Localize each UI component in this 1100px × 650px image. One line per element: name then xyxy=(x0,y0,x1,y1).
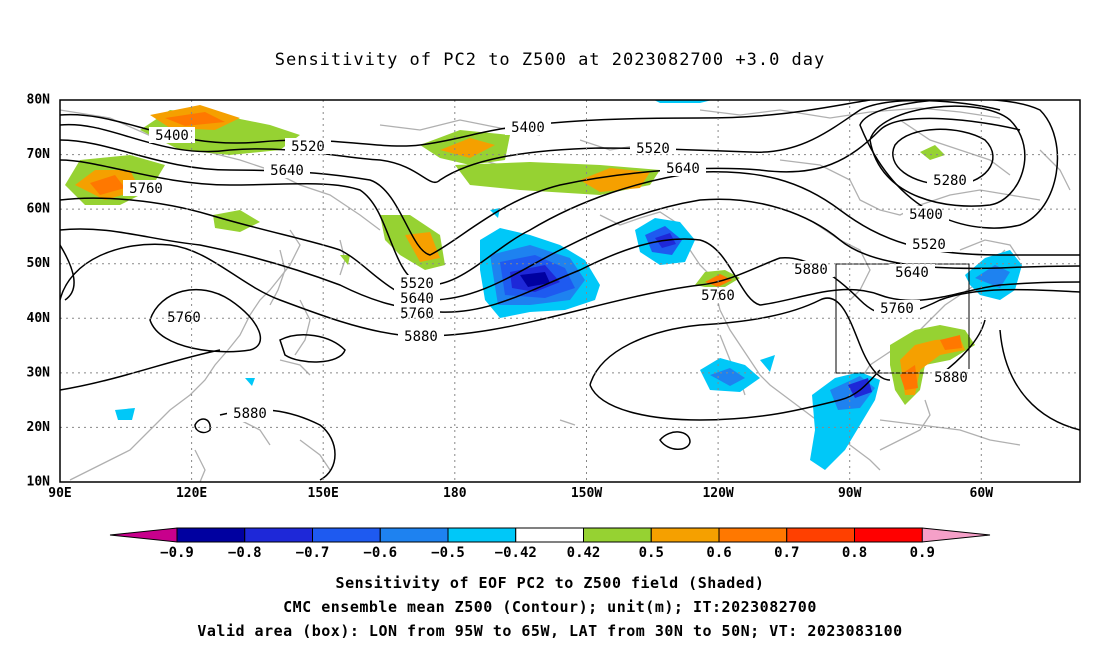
contour-label: 5640 xyxy=(270,163,304,179)
gridlines xyxy=(60,100,1080,482)
colorbar-cell xyxy=(854,527,923,543)
lon-tick-label: 60W xyxy=(970,486,994,501)
contour-label: 5640 xyxy=(400,291,434,307)
contour-label: 5640 xyxy=(895,265,929,281)
colorbar-tick-label: 0.5 xyxy=(639,545,664,561)
caption-line-1: Sensitivity of EOF PC2 to Z500 field (Sh… xyxy=(335,574,765,592)
colorbar-tick-label: −0.7 xyxy=(296,545,330,561)
latitude-axis: 80N 70N 60N 50N 40N 30N 20N 10N xyxy=(27,93,51,490)
lat-tick-label: 20N xyxy=(27,420,51,435)
colorbar-tick-label: −0.8 xyxy=(228,545,262,561)
contour-label: 5880 xyxy=(934,370,968,386)
colorbar-under-triangle xyxy=(109,527,178,543)
contour-label: 5520 xyxy=(400,276,434,292)
colorbar-cell xyxy=(244,527,313,543)
contour-label: 5760 xyxy=(701,288,735,304)
colorbar-tick-label: 0.42 xyxy=(567,545,601,561)
contour-label: 5400 xyxy=(155,128,189,144)
lon-tick-label: 180 xyxy=(443,486,467,501)
colorbar-cell xyxy=(312,527,381,543)
lat-tick-label: 30N xyxy=(27,365,51,380)
colorbar-tick-label: −0.9 xyxy=(160,545,194,561)
caption-line-2: CMC ensemble mean Z500 (Contour); unit(m… xyxy=(283,598,817,616)
colorbar-cell xyxy=(786,527,855,543)
contour-label: 5760 xyxy=(167,310,201,326)
longitude-axis: 90E 120E 150E 180 150W 120W 90W 60W xyxy=(48,486,993,501)
contour-label: 5880 xyxy=(233,406,267,422)
lon-tick-label: 120W xyxy=(702,486,733,501)
colorbar-tick-label: −0.6 xyxy=(363,545,397,561)
contour-label: 5400 xyxy=(909,207,943,223)
colorbar-tick-label: 0.8 xyxy=(842,545,867,561)
colorbar-over-triangle xyxy=(921,527,991,543)
contour-label: 5760 xyxy=(400,306,434,322)
contour-label: 5520 xyxy=(636,141,670,157)
colorbar-cell xyxy=(379,527,449,543)
contour-label: 5520 xyxy=(912,237,946,253)
lon-tick-label: 120E xyxy=(176,486,207,501)
lon-tick-label: 90E xyxy=(48,486,71,501)
colorbar-cell xyxy=(515,527,584,543)
colorbar-cell xyxy=(176,527,246,543)
colorbar-cell xyxy=(447,527,517,543)
colorbar-cell xyxy=(650,527,720,543)
colorbar-tick-label: −0.42 xyxy=(495,545,537,561)
lat-tick-label: 50N xyxy=(27,256,51,271)
map-title: Sensitivity of PC2 to Z500 at 2023082700… xyxy=(274,50,826,70)
colorbar-tick-label: 0.6 xyxy=(706,545,731,561)
colorbar-tick-label: 0.9 xyxy=(910,545,935,561)
colorbar-cell xyxy=(583,527,652,543)
lat-tick-label: 70N xyxy=(27,147,51,162)
contour-label-layer: 5400 5400 5400 5520 5520 5520 5520 5640 … xyxy=(123,119,974,422)
lat-tick-label: 60N xyxy=(27,202,51,217)
contour-label: 5880 xyxy=(794,262,828,278)
lon-tick-label: 150E xyxy=(308,486,339,501)
map-plot-area: 5400 5400 5400 5520 5520 5520 5520 5640 … xyxy=(60,100,1080,482)
lat-tick-label: 10N xyxy=(27,475,51,490)
lat-tick-label: 40N xyxy=(27,311,51,326)
lat-tick-label: 80N xyxy=(27,93,51,108)
map-frame xyxy=(59,99,1081,483)
contour-label: 5520 xyxy=(291,139,325,155)
sensitivity-shading xyxy=(65,100,1022,470)
contour-label: 5400 xyxy=(511,120,545,136)
contour-label: 5280 xyxy=(933,173,967,189)
colorbar: −0.9 −0.8 −0.7 −0.6 −0.5 −0.42 0.42 0.5 0.6 0.7 0.… xyxy=(109,527,991,561)
contour-label: 5760 xyxy=(129,181,163,197)
contour-label: 5640 xyxy=(666,161,700,177)
contour-label: 5760 xyxy=(880,301,914,317)
colorbar-tick-label: −0.5 xyxy=(431,545,465,561)
lon-tick-label: 90W xyxy=(838,486,862,501)
colorbar-tick-label: 0.7 xyxy=(774,545,799,561)
caption-line-3: Valid area (box): LON from 95W to 65W, L… xyxy=(197,622,903,640)
colorbar-cell xyxy=(718,527,788,543)
contour-label: 5880 xyxy=(404,329,438,345)
lon-tick-label: 150W xyxy=(571,486,602,501)
